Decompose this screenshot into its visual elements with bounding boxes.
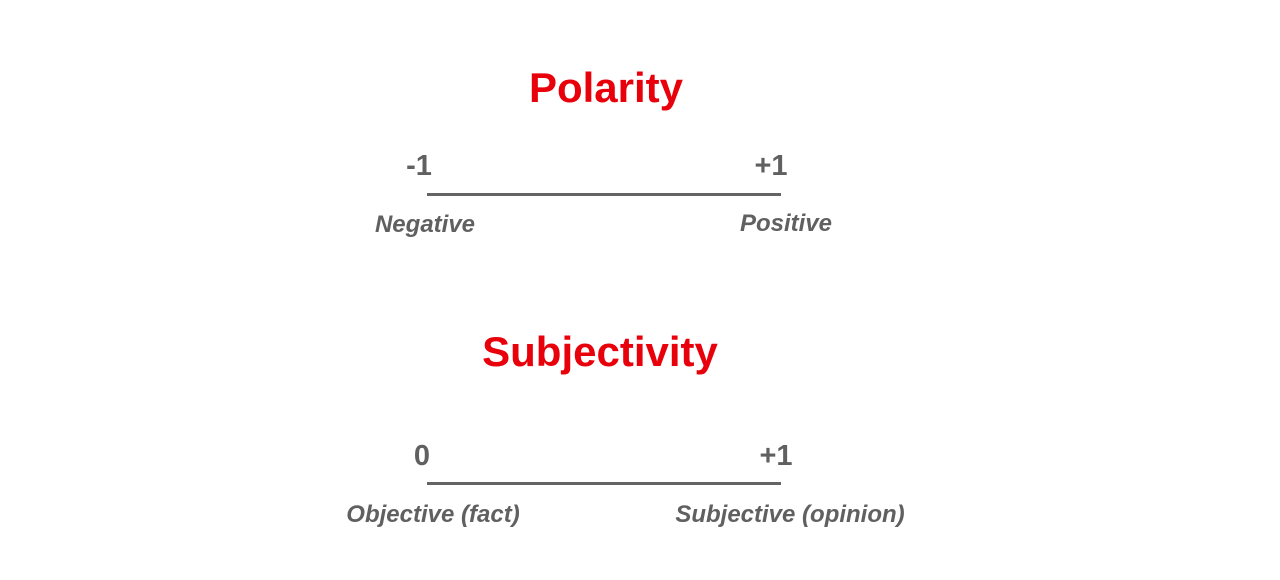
polarity-min-value: -1 [406,150,432,182]
subjectivity-scale-line [427,482,781,485]
subjectivity-max-label: Subjective (opinion) [675,501,905,528]
polarity-scale-line [427,193,781,196]
subjectivity-max-value: +1 [759,440,793,472]
polarity-max-value: +1 [754,150,788,182]
subjectivity-min-label: Objective (fact) [346,501,520,528]
polarity-title: Polarity [528,64,684,111]
subjectivity-title: Subjectivity [482,328,718,375]
polarity-min-label: Negative [374,211,476,238]
subjectivity-min-value: 0 [413,440,431,472]
polarity-max-label: Positive [739,210,833,237]
